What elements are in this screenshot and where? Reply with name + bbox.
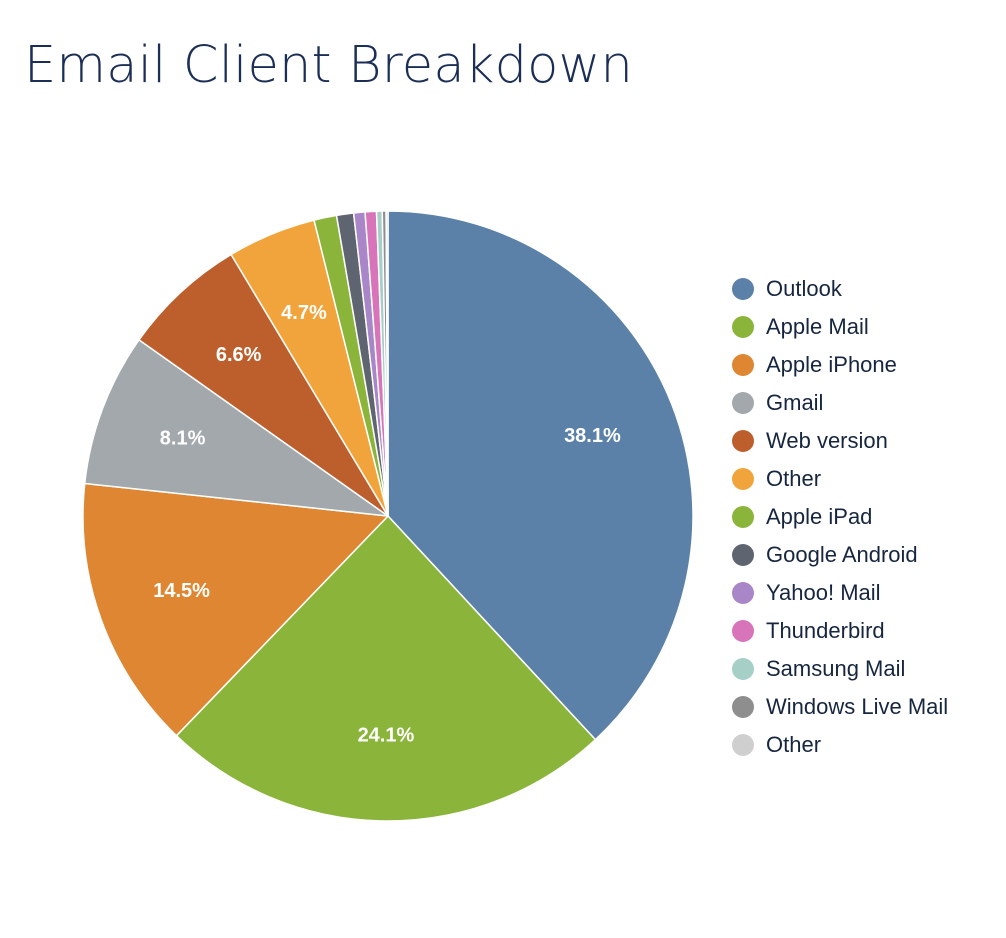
pie-slice-4[interactable] [138,253,389,517]
legend-swatch-12 [732,734,754,756]
legend-swatch-8 [732,582,754,604]
legend-swatch-0 [732,278,754,300]
legend-label-9: Thunderbird [766,618,885,643]
legend-swatch-9 [732,620,754,642]
slice-label-0: 38.1% [564,425,621,447]
legend-swatch-1 [732,316,754,338]
pie-slice-1[interactable] [175,515,597,822]
legend-label-0: Outlook [766,276,842,301]
legend-swatch-3 [732,392,754,414]
legend-swatch-10 [732,658,754,680]
legend-item-6[interactable]: Apple iPad [732,498,948,536]
legend-swatch-6 [732,506,754,528]
legend-item-0[interactable]: Outlook [732,270,948,308]
legend-item-3[interactable]: Gmail [732,384,948,422]
legend-item-12[interactable]: Other [732,726,948,764]
slice-label-1: 24.1% [358,725,415,747]
legend-swatch-5 [732,468,754,490]
legend-label-2: Apple iPhone [766,352,897,377]
legend-item-4[interactable]: Web version [732,422,948,460]
slice-label-3: 8.1% [160,427,206,449]
legend-item-1[interactable]: Apple Mail [732,308,948,346]
legend-label-4: Web version [766,428,888,453]
legend-item-10[interactable]: Samsung Mail [732,650,948,688]
chart-title: Email Client Breakdown [24,36,633,95]
legend-label-8: Yahoo! Mail [766,580,881,605]
legend-label-3: Gmail [766,390,824,415]
pie-slice-12[interactable] [385,210,389,517]
pie-slice-2[interactable] [82,482,389,737]
legend-swatch-2 [732,354,754,376]
chart-legend: Outlook Apple Mail Apple iPhone Gmail Web ve… [732,270,948,764]
legend-item-7[interactable]: Google Android [732,536,948,574]
legend-item-9[interactable]: Thunderbird [732,612,948,650]
legend-item-2[interactable]: Apple iPhone [732,346,948,384]
legend-label-6: Apple iPad [766,504,873,529]
legend-label-5: Other [766,466,822,491]
slice-label-4: 6.6% [216,344,262,366]
legend-label-12: Other [766,732,822,757]
legend-item-11[interactable]: Windows Live Mail [732,688,948,726]
legend-label-7: Google Android [766,542,918,567]
legend-item-5[interactable]: Other [732,460,948,498]
pie-slice-3[interactable] [83,339,389,517]
slice-label-2: 14.5% [153,580,210,602]
legend-swatch-4 [732,430,754,452]
legend-item-8[interactable]: Yahoo! Mail [732,574,948,612]
legend-swatch-11 [732,696,754,718]
pie-slice-0[interactable] [387,210,694,741]
legend-swatch-7 [732,544,754,566]
legend-label-10: Samsung Mail [766,656,906,681]
legend-label-11: Windows Live Mail [766,694,949,719]
legend-label-1: Apple Mail [766,314,869,339]
slice-label-5: 4.7% [281,302,327,324]
